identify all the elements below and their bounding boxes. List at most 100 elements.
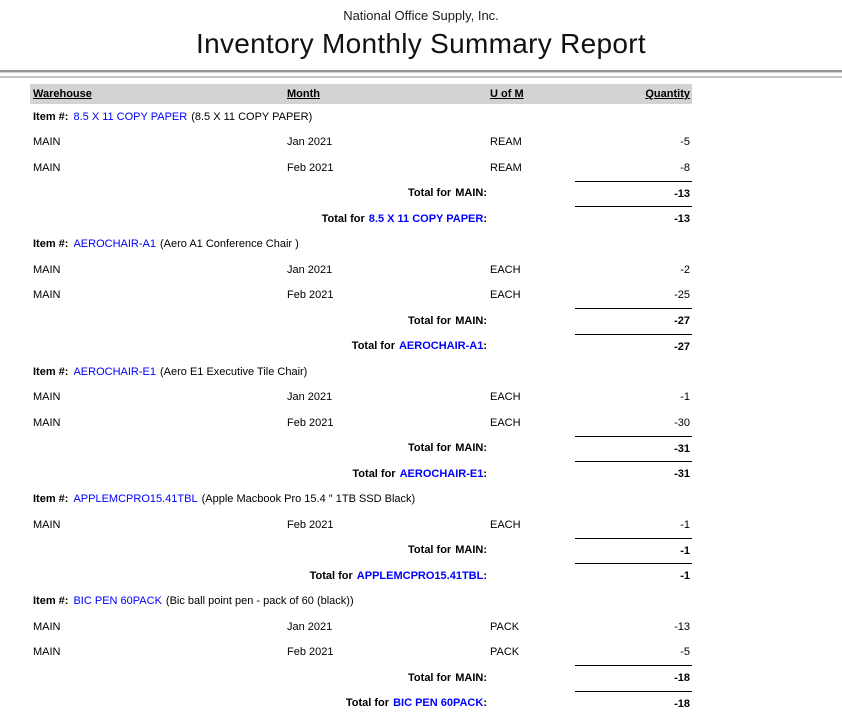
item-total-row: Total for AEROCHAIR-A1: -27	[30, 333, 692, 360]
item-total-label: Total for BIC PEN 60PACK:	[30, 691, 490, 717]
spacer	[490, 308, 575, 334]
quantity-cell: -13	[674, 620, 690, 633]
quantity-cell: -25	[674, 289, 690, 302]
month-cell: Jan 2021	[287, 620, 333, 633]
item-number-link[interactable]: AEROCHAIR-A1	[73, 238, 156, 251]
column-header-month: Month	[287, 88, 320, 100]
quantity-cell: -2	[680, 263, 690, 276]
warehouse-cell: MAIN	[33, 646, 61, 659]
spacer	[490, 563, 575, 589]
total-colon: :	[483, 569, 487, 582]
warehouse-total-label: Total for MAIN:	[30, 538, 490, 564]
warehouse-total-name: MAIN:	[455, 544, 487, 557]
quantity-cell: -5	[680, 136, 690, 149]
column-header-quantity: Quantity	[645, 88, 690, 100]
item-number-link[interactable]: BIC PEN 60PACK	[73, 595, 162, 608]
warehouse-total-label: Total for MAIN:	[30, 181, 490, 207]
warehouse-total-label: Total for MAIN:	[30, 665, 490, 691]
table-row: MAIN Feb 2021 EACH -30	[30, 410, 692, 436]
item-description: (Aero E1 Executive Tile Chair)	[160, 365, 308, 378]
month-cell: Jan 2021	[287, 136, 333, 149]
warehouse-total-value: -1	[575, 537, 692, 564]
quantity-cell: -1	[680, 518, 690, 531]
column-header-uom: U of M	[490, 88, 524, 100]
table-row: MAIN Feb 2021 EACH -1	[30, 512, 692, 538]
warehouse-total-value: -18	[575, 665, 692, 691]
item-total-value: -31	[575, 461, 692, 487]
page-title: Inventory Monthly Summary Report	[196, 28, 646, 59]
column-header-row: Warehouse Month U of M Quantity	[30, 84, 692, 104]
column-header-warehouse: Warehouse	[33, 88, 92, 100]
item-total-label: Total for AEROCHAIR-A1:	[30, 334, 490, 360]
item-total-value: -27	[575, 333, 692, 360]
item-total-row: Total for APPLEMCPRO15.41TBL: -1	[30, 563, 692, 589]
warehouse-cell: MAIN	[33, 620, 61, 633]
warehouse-total-row: Total for MAIN: -31	[30, 435, 692, 462]
warehouse-cell: MAIN	[33, 136, 61, 149]
total-prefix: Total for	[408, 442, 452, 455]
spacer	[490, 206, 575, 232]
total-prefix: Total for	[408, 671, 452, 684]
warehouse-cell: MAIN	[33, 416, 61, 429]
spacer	[490, 665, 575, 691]
warehouse-total-value: -27	[575, 308, 692, 334]
item-header: Item #: 8.5 X 11 COPY PAPER (8.5 X 11 COPY…	[30, 104, 692, 130]
item-total-link[interactable]: APPLEMCPRO15.41TBL	[356, 569, 484, 582]
uom-cell: REAM	[490, 136, 522, 149]
spacer	[490, 334, 575, 360]
uom-cell: PACK	[490, 646, 520, 659]
total-prefix: Total for	[345, 697, 390, 710]
total-colon: :	[483, 212, 487, 225]
item-number-link[interactable]: APPLEMCPRO15.41TBL	[73, 493, 198, 506]
warehouse-total-row: Total for MAIN: -1	[30, 537, 692, 564]
item-description: (8.5 X 11 COPY PAPER)	[191, 110, 313, 123]
total-colon: :	[483, 467, 487, 480]
report-body: Item #: 8.5 X 11 COPY PAPER (8.5 X 11 COPY…	[30, 104, 692, 716]
total-prefix: Total for	[309, 569, 353, 582]
uom-cell: EACH	[490, 518, 521, 531]
spacer	[490, 436, 575, 462]
item-total-label: Total for AEROCHAIR-E1:	[30, 461, 490, 487]
item-header: Item #: APPLEMCPRO15.41TBL (Apple Macbook …	[30, 487, 692, 513]
warehouse-cell: MAIN	[33, 289, 61, 302]
warehouse-total-name: MAIN:	[455, 442, 487, 455]
item-description: (Apple Macbook Pro 15.4 " 1TB SSD Black)	[201, 493, 416, 506]
item-total-value: -1	[575, 563, 692, 589]
uom-cell: PACK	[490, 620, 520, 633]
month-cell: Feb 2021	[287, 518, 334, 531]
warehouse-cell: MAIN	[33, 518, 61, 531]
warehouse-total-row: Total for MAIN: -27	[30, 308, 692, 334]
item-total-value: -18	[575, 690, 692, 717]
item-header: Item #: AEROCHAIR-A1 (Aero A1 Conference C…	[30, 232, 692, 258]
spacer	[490, 691, 575, 717]
table-row: MAIN Feb 2021 REAM -8	[30, 155, 692, 181]
item-header: Item #: AEROCHAIR-E1 (Aero E1 Executive Ti…	[30, 359, 692, 385]
uom-cell: EACH	[490, 263, 521, 276]
item-total-link[interactable]: BIC PEN 60PACK	[393, 697, 484, 710]
warehouse-total-label: Total for MAIN:	[30, 436, 490, 462]
item-total-link[interactable]: AEROCHAIR-E1	[399, 467, 484, 480]
item-number-prefix: Item #:	[33, 365, 69, 378]
uom-cell: EACH	[490, 289, 521, 302]
item-number-prefix: Item #:	[33, 493, 69, 506]
total-prefix: Total for	[408, 187, 452, 200]
total-prefix: Total for	[352, 467, 396, 480]
item-number-link[interactable]: 8.5 X 11 COPY PAPER	[73, 110, 188, 123]
title-separator-rule	[0, 70, 842, 78]
quantity-cell: -30	[674, 416, 690, 429]
item-number-link[interactable]: AEROCHAIR-E1	[73, 365, 156, 378]
item-total-value: -13	[575, 206, 692, 232]
total-colon: :	[483, 697, 487, 710]
item-total-link[interactable]: AEROCHAIR-A1	[398, 340, 484, 353]
company-name: National Office Supply, Inc.	[343, 8, 499, 23]
total-colon: :	[483, 340, 487, 353]
warehouse-total-row: Total for MAIN: -13	[30, 180, 692, 207]
item-number-prefix: Item #:	[33, 595, 69, 608]
warehouse-cell: MAIN	[33, 391, 61, 404]
quantity-cell: -8	[680, 161, 690, 174]
warehouse-total-value: -13	[575, 180, 692, 207]
item-total-link[interactable]: 8.5 X 11 COPY PAPER	[368, 212, 484, 225]
spacer	[490, 461, 575, 487]
quantity-cell: -1	[680, 391, 690, 404]
table-row: MAIN Jan 2021 PACK -13	[30, 614, 692, 640]
